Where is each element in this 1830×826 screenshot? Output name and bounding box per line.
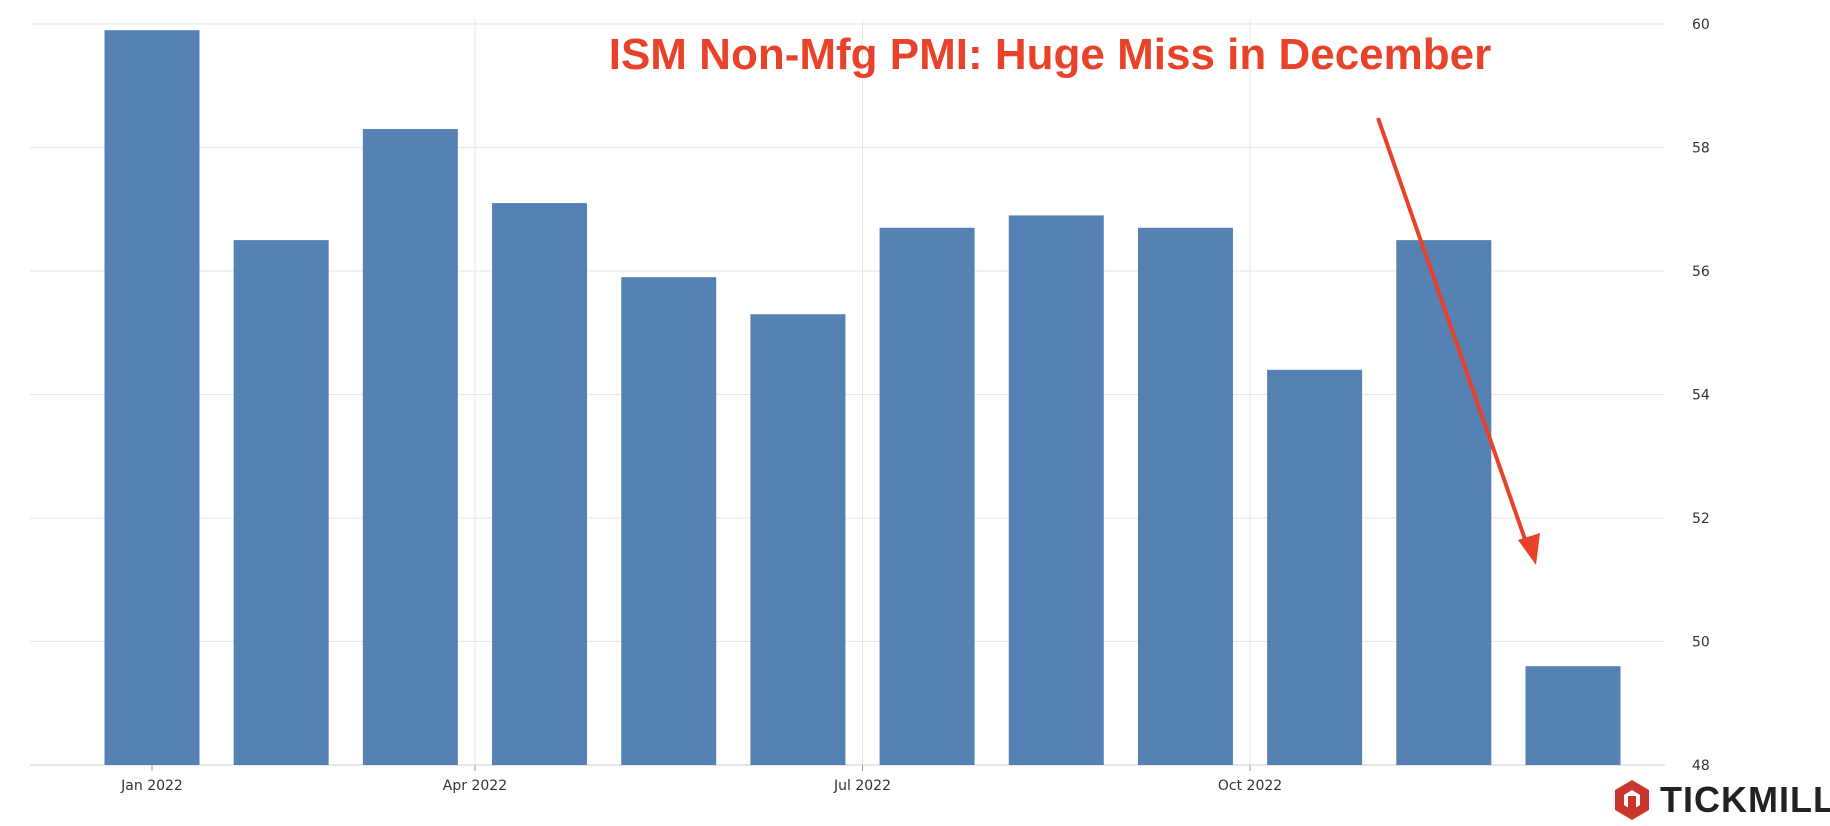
bar-apr-2022 <box>492 203 588 765</box>
bar-aug-2022 <box>1008 215 1104 766</box>
x-tick-label: Oct 2022 <box>1218 778 1282 794</box>
chart-title: ISM Non-Mfg PMI: Huge Miss in December <box>608 30 1492 79</box>
tickmill-hexagon-logo-icon <box>1615 780 1649 820</box>
brand-logo: TICKMILL <box>1612 778 1830 822</box>
y-tick-label: 48 <box>1692 758 1710 774</box>
y-tick-label: 54 <box>1692 388 1710 404</box>
bar-series <box>104 30 1621 766</box>
bar-jul-2022 <box>879 227 975 765</box>
bar-oct-2022 <box>1267 369 1363 765</box>
bar-jan-2022 <box>104 30 200 766</box>
bar-dec-2022 <box>1525 666 1621 765</box>
y-tick-label: 52 <box>1692 511 1710 527</box>
bar-nov-2022 <box>1396 240 1492 765</box>
y-tick-label: 60 <box>1692 17 1710 33</box>
x-axis-labels: Jan 2022 Apr 2022 Jul 2022 Oct 2022 <box>120 778 1282 794</box>
y-tick-label: 50 <box>1692 635 1710 651</box>
annotation-arrow <box>1376 117 1540 565</box>
bar-sep-2022 <box>1137 227 1233 765</box>
bar-jun-2022 <box>750 314 846 765</box>
y-tick-label: 58 <box>1692 141 1710 157</box>
bar-feb-2022 <box>233 240 329 765</box>
bar-mar-2022 <box>362 128 458 766</box>
brand-name: TICKMILL <box>1660 779 1830 820</box>
y-tick-label: 56 <box>1692 264 1710 280</box>
y-axis-labels: 48 50 52 54 56 58 60 <box>1692 17 1710 774</box>
x-tick-label: Jul 2022 <box>833 778 891 794</box>
x-tick-label: Jan 2022 <box>120 778 183 794</box>
bar-may-2022 <box>621 277 717 765</box>
x-tick-label: Apr 2022 <box>443 778 507 794</box>
